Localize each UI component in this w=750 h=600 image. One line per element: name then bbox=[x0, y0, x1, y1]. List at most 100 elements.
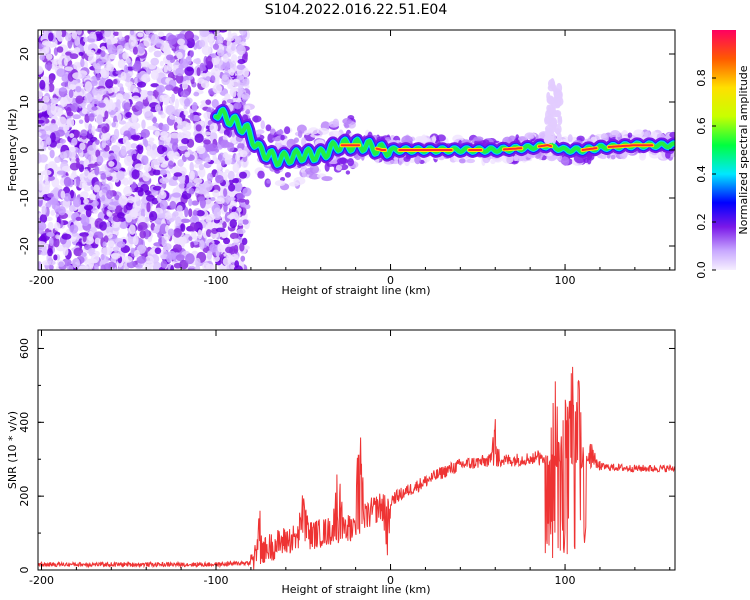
spectrogram-noise-blob bbox=[103, 235, 109, 243]
spectrogram-noise-blob bbox=[236, 192, 246, 200]
spectrogram-noise-blob bbox=[44, 180, 51, 190]
spectrogram-noise-blob bbox=[56, 68, 66, 77]
spectrogram-noise-blob bbox=[169, 200, 177, 210]
spectrogram-ridge-halo bbox=[518, 136, 528, 142]
spectrogram-noise-blob bbox=[204, 157, 211, 163]
spectrogram-noise-blob bbox=[173, 172, 183, 177]
spectrogram-noise-blob bbox=[217, 243, 223, 253]
spectrogram-noise-blob bbox=[196, 210, 205, 217]
spectrogram-noise-blob bbox=[192, 209, 198, 216]
spectrogram-noise-blob bbox=[184, 174, 190, 185]
spectrogram-noise-blob bbox=[195, 159, 203, 165]
spectrogram-noise-blob bbox=[191, 101, 198, 112]
spectrogram-ridge-halo bbox=[665, 151, 671, 159]
spectrogram-noise-blob bbox=[195, 265, 201, 270]
spectrogram-noise-blob bbox=[144, 260, 155, 268]
spectrogram-noise-blob bbox=[152, 169, 162, 176]
spectrogram-noise-blob bbox=[141, 155, 149, 166]
spectrogram-noise-blob bbox=[79, 232, 89, 237]
spectrogram-noise-blob bbox=[206, 250, 213, 260]
spectrogram-noise-blob bbox=[83, 37, 89, 43]
spectrogram-noise-blob bbox=[78, 265, 89, 270]
spectrogram-noise-blob bbox=[242, 67, 250, 78]
spectrogram-ridge-halo bbox=[222, 134, 228, 141]
spectrogram-noise-blob bbox=[189, 112, 194, 121]
spectrogram-noise-blob bbox=[111, 222, 120, 229]
spectrogram-noise-blob bbox=[88, 258, 95, 268]
spectrogram-ridge-halo bbox=[301, 171, 307, 178]
spectrogram-noise-blob bbox=[63, 176, 72, 187]
spectrogram-noise-blob bbox=[81, 252, 87, 257]
spectrogram-ridge-halo bbox=[309, 164, 320, 174]
spectrogram-noise-blob bbox=[98, 102, 106, 108]
spectrogram-noise-blob bbox=[44, 41, 52, 47]
spectrogram-noise-blob bbox=[127, 179, 134, 185]
spectrogram-noise-blob bbox=[205, 193, 211, 199]
spectrogram-x-tick-label: -100 bbox=[204, 274, 229, 287]
spectrogram-noise-blob bbox=[52, 237, 60, 248]
spectrogram-noise-blob bbox=[203, 111, 213, 120]
spectrogram-noise-blob bbox=[211, 98, 219, 109]
spectrogram-noise-blob bbox=[75, 216, 82, 221]
spectrogram-ridge-halo bbox=[414, 155, 421, 165]
spectrogram-noise-blob bbox=[126, 57, 131, 64]
spectrogram-noise-blob bbox=[150, 159, 161, 170]
spectrogram-noise-blob bbox=[38, 171, 44, 182]
spectrogram-noise-blob bbox=[104, 30, 112, 38]
spectrogram-noise-blob bbox=[106, 221, 111, 228]
spectrogram-noise-blob bbox=[99, 221, 107, 231]
spectrogram-noise-blob bbox=[196, 67, 201, 77]
spectrogram-noise-blob bbox=[150, 69, 159, 81]
spectrogram-noise-blob bbox=[87, 30, 97, 33]
spectrogram-noise-blob bbox=[199, 239, 205, 250]
spectrogram-noise-blob bbox=[161, 146, 168, 152]
spectrogram-noise-blob bbox=[78, 119, 84, 124]
spectrogram-noise-blob bbox=[236, 228, 246, 234]
spectrogram-hot-red bbox=[537, 144, 553, 148]
spectrogram-ridge-halo bbox=[398, 157, 403, 166]
spectrogram-noise-blob bbox=[48, 74, 55, 85]
spectrogram-plume bbox=[557, 115, 563, 123]
spectrogram-noise-blob bbox=[205, 99, 212, 105]
spectrogram-noise-blob bbox=[96, 73, 101, 81]
spectrogram-noise-blob bbox=[174, 98, 180, 109]
spectrogram-noise-blob bbox=[162, 123, 170, 132]
spectrogram-noise-blob bbox=[233, 244, 239, 254]
spectrogram-noise-blob bbox=[44, 174, 49, 182]
spectrogram-x-tick-label: 100 bbox=[555, 274, 576, 287]
spectrogram-noise-blob bbox=[176, 117, 183, 124]
spectrogram-noise-blob bbox=[170, 132, 180, 139]
spectrogram-noise-blob bbox=[140, 61, 150, 68]
spectrogram-noise-blob bbox=[136, 72, 142, 79]
spectrogram-noise-blob bbox=[106, 189, 114, 200]
spectrogram-noise-blob bbox=[73, 129, 80, 139]
spectrogram-noise-blob bbox=[147, 90, 154, 96]
spectrogram-noise-blob bbox=[191, 231, 197, 240]
spectrogram-noise-blob bbox=[48, 237, 54, 247]
spectrogram-noise-blob bbox=[222, 257, 231, 266]
spectrogram-noise-blob bbox=[73, 90, 83, 97]
spectrogram-noise-blob bbox=[203, 139, 211, 145]
spectrogram-noise-blob bbox=[236, 64, 246, 71]
spectrogram-noise-blob bbox=[240, 255, 246, 262]
spectrogram-noise-blob bbox=[200, 80, 210, 89]
spectrogram-noise-blob bbox=[83, 198, 89, 205]
spectrogram-noise-blob bbox=[137, 189, 144, 197]
spectrogram-hot-red bbox=[375, 147, 387, 151]
spectrogram-noise-blob bbox=[106, 211, 113, 217]
spectrogram-ridge-halo bbox=[274, 180, 286, 187]
spectrogram-noise-blob bbox=[216, 161, 222, 172]
spectrogram-ridge-halo bbox=[220, 139, 230, 149]
snr-y-label: SNR (10 * v/v) bbox=[6, 411, 19, 489]
spectrogram-noise-blob bbox=[148, 137, 155, 142]
spectrogram-noise-blob bbox=[97, 88, 107, 95]
colorbar-gradient bbox=[712, 30, 736, 270]
spectrogram-ridge-halo bbox=[233, 102, 242, 110]
spectrogram-noise-blob bbox=[237, 219, 244, 227]
snr-series-line bbox=[38, 366, 675, 570]
spectrogram-noise-blob bbox=[45, 202, 52, 208]
spectrogram-noise-blob bbox=[38, 119, 45, 124]
spectrogram-plume bbox=[546, 116, 552, 124]
spectrogram-noise-blob bbox=[170, 115, 176, 120]
